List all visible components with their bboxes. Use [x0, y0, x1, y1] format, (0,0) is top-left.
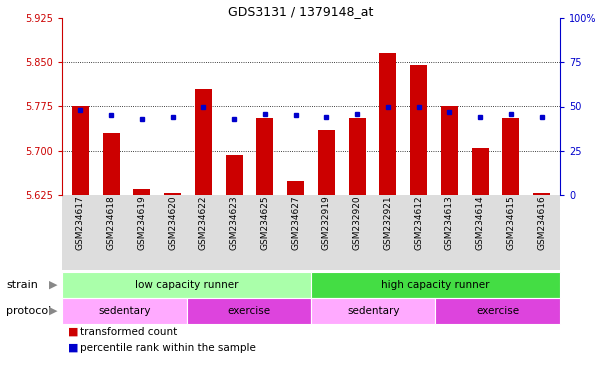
Text: GSM232921: GSM232921: [383, 195, 392, 250]
Text: GSM234615: GSM234615: [506, 195, 515, 250]
Text: strain: strain: [6, 280, 38, 290]
Text: percentile rank within the sample: percentile rank within the sample: [80, 343, 256, 353]
Bar: [349, 118, 365, 195]
Bar: [72, 106, 89, 195]
Text: GSM234614: GSM234614: [475, 195, 484, 250]
Text: ▶: ▶: [49, 306, 57, 316]
Bar: [133, 189, 150, 195]
Text: GSM234612: GSM234612: [414, 195, 423, 250]
Bar: [410, 65, 427, 195]
Text: GSM232920: GSM232920: [353, 195, 362, 250]
Text: protocol: protocol: [6, 306, 51, 316]
Text: GSM234620: GSM234620: [168, 195, 177, 250]
Bar: [195, 89, 212, 195]
Text: exercise: exercise: [227, 306, 270, 316]
Text: GSM234618: GSM234618: [107, 195, 115, 250]
Text: GSM234625: GSM234625: [260, 195, 269, 250]
Text: low capacity runner: low capacity runner: [135, 280, 238, 290]
Text: exercise: exercise: [476, 306, 519, 316]
Text: sedentary: sedentary: [98, 306, 150, 316]
Text: GSM234613: GSM234613: [445, 195, 454, 250]
Bar: [103, 133, 120, 195]
Text: GSM234617: GSM234617: [76, 195, 85, 250]
Text: transformed count: transformed count: [80, 327, 177, 337]
Bar: [472, 148, 489, 195]
Text: high capacity runner: high capacity runner: [381, 280, 490, 290]
Bar: [164, 193, 181, 195]
Bar: [287, 181, 304, 195]
Text: ▶: ▶: [49, 280, 57, 290]
Bar: [318, 130, 335, 195]
Text: ■: ■: [68, 327, 79, 337]
Text: GDS3131 / 1379148_at: GDS3131 / 1379148_at: [228, 5, 373, 18]
Bar: [502, 118, 519, 195]
Text: sedentary: sedentary: [347, 306, 400, 316]
Bar: [226, 155, 243, 195]
Text: GSM232919: GSM232919: [322, 195, 331, 250]
Text: GSM234627: GSM234627: [291, 195, 300, 250]
Bar: [533, 193, 550, 195]
Bar: [441, 106, 458, 195]
Text: GSM234616: GSM234616: [537, 195, 546, 250]
Text: GSM234623: GSM234623: [230, 195, 239, 250]
Text: ■: ■: [68, 343, 79, 353]
Bar: [257, 118, 273, 195]
Bar: [379, 53, 396, 195]
Text: GSM234619: GSM234619: [138, 195, 147, 250]
Text: GSM234622: GSM234622: [199, 195, 208, 250]
